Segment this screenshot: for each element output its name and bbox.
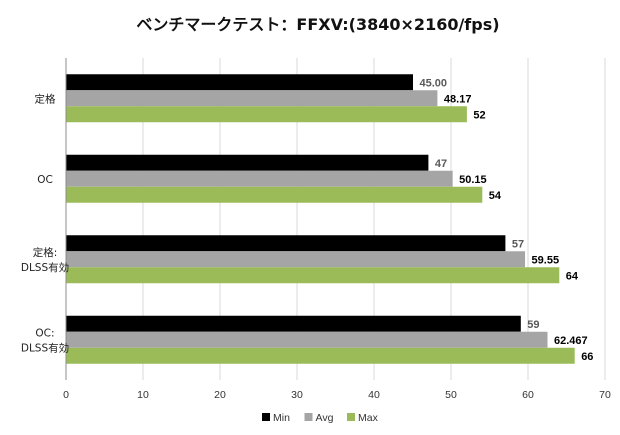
bar-max xyxy=(66,347,575,364)
x-tick-label: 0 xyxy=(63,389,69,401)
bar-min xyxy=(66,74,413,91)
data-label: 48.17 xyxy=(444,93,472,105)
bar-min xyxy=(66,154,429,171)
category-label: OC xyxy=(37,174,53,186)
data-label: 66 xyxy=(581,351,593,363)
data-label: 45.00 xyxy=(420,77,448,89)
data-label: 57 xyxy=(512,238,524,250)
x-tick-label: 60 xyxy=(522,389,534,401)
bar-max xyxy=(66,106,467,123)
legend-label: Min xyxy=(273,412,290,424)
category-labels: 定格 OC 定格: DLSS有効 OC: DLSS有効 xyxy=(21,92,69,354)
data-label: 52 xyxy=(473,109,485,121)
bar-min xyxy=(66,315,521,332)
bar-avg xyxy=(66,251,526,268)
legend: Min Avg Max xyxy=(262,412,379,424)
data-label: 64 xyxy=(566,270,579,282)
x-tick-label: 10 xyxy=(137,389,149,401)
data-label: 54 xyxy=(489,190,502,202)
legend-label: Avg xyxy=(316,412,334,424)
bar-avg xyxy=(66,170,453,187)
legend-label: Max xyxy=(358,412,379,424)
bar-min xyxy=(66,235,506,252)
data-label: 62.467 xyxy=(554,335,588,347)
legend-swatch-max xyxy=(347,413,355,421)
x-tick-label: 50 xyxy=(445,389,457,401)
legend-swatch-avg xyxy=(304,413,313,421)
data-label: 50.15 xyxy=(459,174,487,186)
legend-swatch-min xyxy=(262,413,270,421)
category-label: 定格 xyxy=(35,92,56,105)
x-tick-labels: 0 10 20 30 40 50 60 70 xyxy=(63,389,611,401)
category-label: 定格: xyxy=(33,246,58,259)
x-tick-label: 30 xyxy=(291,389,303,401)
x-tick-label: 70 xyxy=(599,389,611,401)
bars xyxy=(66,74,575,364)
data-label: 59 xyxy=(527,319,539,331)
data-label: 47 xyxy=(435,158,447,170)
chart-title: ベンチマークテスト：FFXV:(3840×2160/fps) xyxy=(136,15,499,34)
category-label: DLSS有効 xyxy=(21,341,69,354)
bar-avg xyxy=(66,90,438,107)
bar-max xyxy=(66,267,560,284)
x-tick-label: 20 xyxy=(214,389,226,401)
category-label: DLSS有効 xyxy=(21,261,69,274)
data-label: 59.55 xyxy=(532,254,560,266)
bar-max xyxy=(66,186,483,203)
x-tick-label: 40 xyxy=(368,389,380,401)
category-label: OC: xyxy=(35,327,54,339)
bar-avg xyxy=(66,331,548,348)
